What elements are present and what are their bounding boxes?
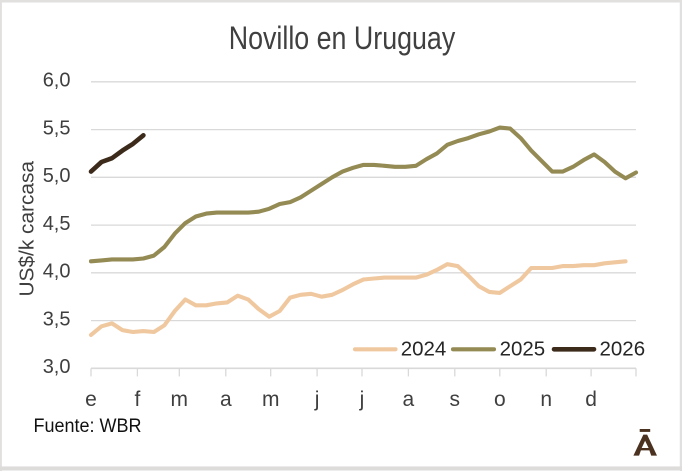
svg-text:Novillo en Uruguay: Novillo en Uruguay xyxy=(229,20,456,56)
svg-text:6,0: 6,0 xyxy=(43,70,71,92)
svg-text:o: o xyxy=(494,388,506,411)
svg-text:a: a xyxy=(403,388,415,411)
svg-text:m: m xyxy=(171,388,189,411)
svg-text:5,5: 5,5 xyxy=(43,117,71,139)
svg-text:4,0: 4,0 xyxy=(43,261,71,283)
svg-text:f: f xyxy=(134,388,140,411)
svg-text:2026: 2026 xyxy=(600,337,646,360)
svg-text:3,5: 3,5 xyxy=(43,308,71,330)
svg-text:2024: 2024 xyxy=(401,337,447,360)
svg-text:e: e xyxy=(85,388,97,411)
svg-text:s: s xyxy=(450,388,461,411)
svg-text:US$/k carcasa: US$/k carcasa xyxy=(17,160,39,296)
svg-text:j: j xyxy=(314,388,320,411)
svg-text:j: j xyxy=(359,388,365,411)
svg-text:m: m xyxy=(262,388,280,411)
svg-text:a: a xyxy=(220,388,232,411)
svg-text:2025: 2025 xyxy=(500,337,546,360)
svg-text:Fuente: WBR: Fuente: WBR xyxy=(34,415,142,437)
svg-text:d: d xyxy=(585,388,597,411)
svg-text:5,0: 5,0 xyxy=(43,165,71,187)
svg-text:n: n xyxy=(540,388,552,411)
svg-text:3,0: 3,0 xyxy=(43,356,71,378)
svg-text:4,5: 4,5 xyxy=(43,213,71,235)
